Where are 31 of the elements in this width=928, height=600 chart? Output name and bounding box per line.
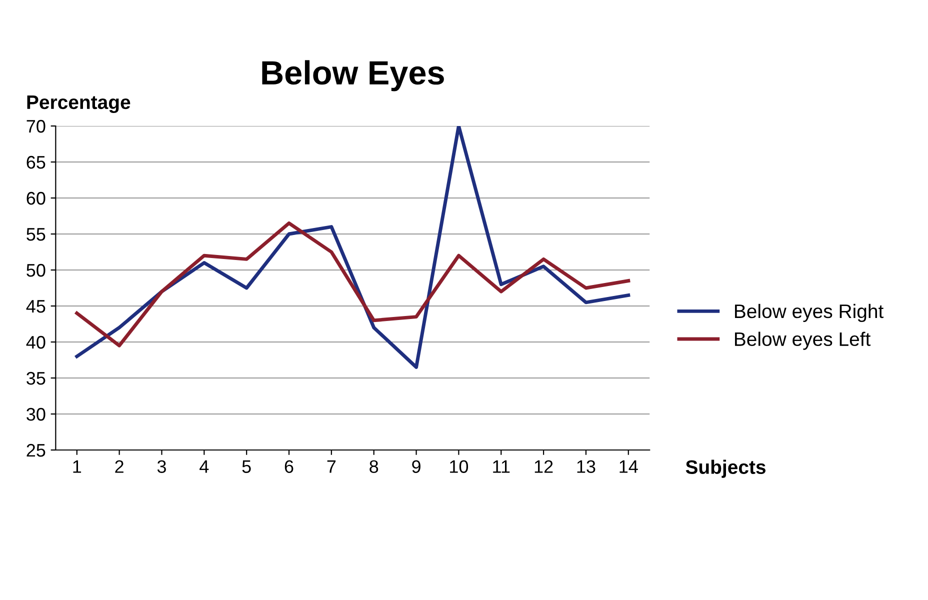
y-tick-label: 30 <box>26 408 46 421</box>
x-tick-label: 5 <box>242 460 251 473</box>
y-tick-label: 50 <box>26 264 46 277</box>
x-tick-label: 12 <box>534 460 553 473</box>
x-tick-label: 6 <box>284 460 294 473</box>
x-tick-label: 4 <box>200 460 209 473</box>
y-tick-label: 45 <box>26 300 46 313</box>
x-tick-label: 10 <box>450 460 468 473</box>
line-series <box>75 126 630 369</box>
x-tick-label: 2 <box>115 460 124 473</box>
legend-label: Below eyes Right <box>735 304 884 322</box>
x-tick-label: 3 <box>157 460 166 473</box>
x-tick-label: 13 <box>577 460 596 473</box>
y-tick-label: 70 <box>26 120 46 133</box>
legend-label: Below eyes Left <box>735 332 871 350</box>
x-tick-label: 14 <box>620 460 638 473</box>
y-tick-label: 25 <box>26 444 46 457</box>
y-tick-label: 35 <box>26 372 46 385</box>
x-axis-title: Subjects <box>686 460 766 478</box>
line-series <box>75 221 630 348</box>
y-tick-label: 55 <box>26 228 46 241</box>
x-tick-label: 7 <box>327 460 336 473</box>
y-axis-title: Percentage <box>27 96 130 114</box>
y-tick-label: 65 <box>26 156 46 169</box>
x-tick-label: 1 <box>73 460 82 473</box>
x-tick-label: 11 <box>493 460 510 473</box>
x-tick-label: 9 <box>412 460 420 473</box>
chart-title: Below Eyes <box>262 60 444 92</box>
y-tick-label: 40 <box>26 336 46 349</box>
x-tick-label: 8 <box>370 460 378 473</box>
y-tick-label: 60 <box>26 192 46 205</box>
